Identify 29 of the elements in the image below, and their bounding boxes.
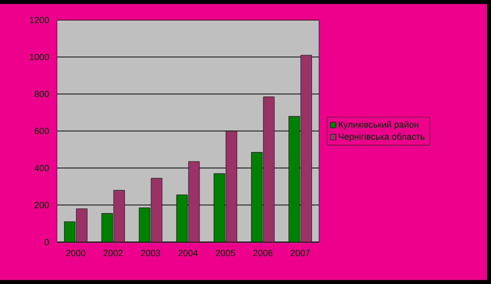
bar (300, 54, 312, 242)
y-tick-label: 400 (34, 164, 49, 172)
bar (251, 152, 263, 242)
bar (76, 208, 88, 242)
legend-label: Чернігівська область (338, 133, 425, 142)
y-tick-label: 600 (34, 128, 49, 134)
y-tick-label: 1000 (30, 54, 49, 60)
x-tick-label: 2003 (141, 250, 160, 256)
y-tick-label: 0 (44, 238, 49, 246)
bar (64, 221, 76, 242)
bar (176, 194, 188, 242)
bar (263, 96, 275, 242)
x-tick-label: 2007 (290, 250, 310, 256)
bar (150, 178, 162, 242)
bar (101, 213, 113, 242)
x-tick-label: 2002 (104, 250, 123, 256)
bar (288, 116, 300, 242)
y-tick-label: 200 (34, 202, 49, 208)
y-tick-label: 800 (34, 90, 49, 98)
bar (214, 174, 225, 242)
legend-label: Куликівський район (338, 120, 418, 130)
x-tick-label: 2005 (216, 250, 236, 256)
x-tick-label: 2000 (66, 250, 86, 256)
bar (113, 190, 125, 242)
x-tick-label: 2004 (178, 250, 198, 256)
bar (188, 161, 200, 242)
bar (226, 131, 237, 242)
y-tick-label: 1200 (30, 16, 49, 24)
x-tick-label: 2006 (253, 250, 272, 256)
